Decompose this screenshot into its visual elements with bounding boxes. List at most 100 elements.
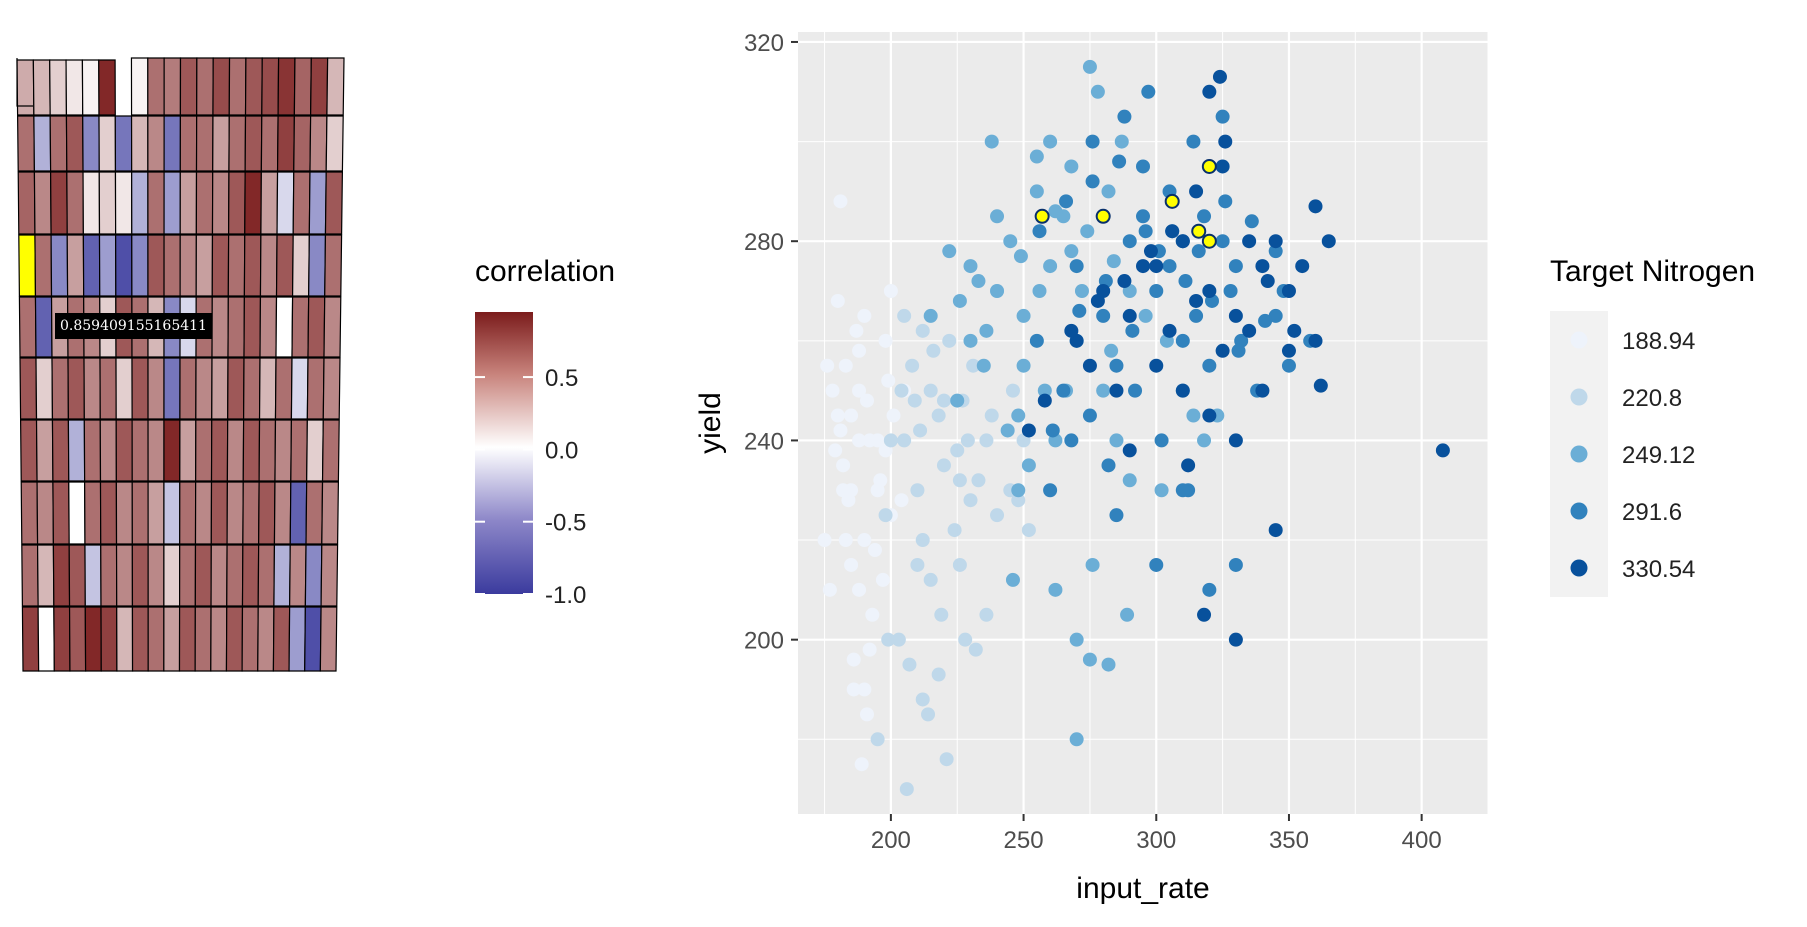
scatter-point[interactable]: [820, 358, 835, 373]
scatter-point[interactable]: [1112, 154, 1127, 169]
scatter-point[interactable]: [1228, 259, 1243, 274]
scatter-point[interactable]: [939, 752, 954, 767]
scatter-point[interactable]: [1149, 557, 1164, 572]
map-cell[interactable]: [324, 234, 343, 297]
scatter-point[interactable]: [1281, 284, 1296, 299]
scatter-point[interactable]: [1162, 259, 1177, 274]
scatter-point[interactable]: [1005, 572, 1020, 587]
scatter-point[interactable]: [931, 408, 946, 423]
scatter-point[interactable]: [1080, 224, 1095, 239]
scatter-point[interactable]: [1268, 523, 1283, 538]
scatter-point[interactable]: [936, 393, 951, 408]
scatter-point[interactable]: [860, 707, 874, 722]
scatter-point[interactable]: [1090, 84, 1105, 99]
scatter-point[interactable]: [836, 458, 851, 473]
scatter-point[interactable]: [971, 473, 986, 488]
scatter-point[interactable]: [1149, 358, 1164, 373]
scatter-point[interactable]: [844, 408, 859, 423]
scatter-point[interactable]: [1109, 433, 1124, 448]
scatter-point[interactable]: [1082, 59, 1097, 74]
highlighted-point[interactable]: [1095, 208, 1111, 224]
scatter-point[interactable]: [833, 194, 848, 209]
scatter-point[interactable]: [1011, 483, 1026, 498]
scatter-point[interactable]: [1149, 284, 1164, 299]
scatter-point[interactable]: [942, 244, 957, 259]
scatter-point[interactable]: [1064, 323, 1079, 338]
scatter-point[interactable]: [1197, 607, 1212, 622]
scatter-point[interactable]: [1281, 358, 1296, 373]
scatter-point[interactable]: [942, 333, 957, 348]
scatter-point[interactable]: [1128, 383, 1143, 398]
scatter-point[interactable]: [1011, 408, 1026, 423]
scatter-point[interactable]: [1197, 433, 1212, 448]
scatter-point[interactable]: [830, 408, 845, 423]
scatter-point[interactable]: [1202, 358, 1217, 373]
scatter-point[interactable]: [897, 308, 912, 323]
scatter-point[interactable]: [1138, 224, 1153, 239]
highlighted-point[interactable]: [1201, 158, 1217, 174]
scatter-point[interactable]: [1101, 458, 1116, 473]
scatter-point[interactable]: [1165, 224, 1180, 239]
scatter-point[interactable]: [1029, 184, 1044, 199]
scatter-point[interactable]: [1202, 284, 1217, 299]
scatter-point[interactable]: [1101, 657, 1116, 672]
scatter-point[interactable]: [1109, 508, 1124, 523]
scatter-point[interactable]: [926, 343, 941, 358]
scatter-point[interactable]: [1013, 249, 1028, 264]
scatter-point[interactable]: [852, 343, 867, 358]
scatter-point[interactable]: [883, 284, 898, 299]
scatter-point[interactable]: [1189, 293, 1204, 308]
scatter-point[interactable]: [1136, 209, 1150, 224]
scatter-point[interactable]: [870, 483, 885, 498]
scatter-point[interactable]: [934, 607, 949, 622]
scatter-point[interactable]: [1122, 308, 1137, 323]
scatter-point[interactable]: [852, 582, 867, 597]
scatter-point[interactable]: [936, 458, 951, 473]
scatter-point[interactable]: [1215, 234, 1230, 249]
map-cell[interactable]: [321, 419, 340, 482]
scatter-point[interactable]: [846, 682, 861, 697]
scatter-point[interactable]: [822, 582, 837, 597]
scatter-point[interactable]: [921, 707, 936, 722]
scatter-point[interactable]: [1181, 458, 1196, 473]
scatter-point[interactable]: [1268, 308, 1283, 323]
scatter-point[interactable]: [1003, 234, 1018, 249]
scatter-point[interactable]: [870, 732, 885, 747]
scatter-point[interactable]: [1175, 383, 1190, 398]
scatter-point[interactable]: [875, 572, 890, 587]
scatter-point[interactable]: [1117, 109, 1132, 124]
scatter-point[interactable]: [1136, 159, 1150, 174]
scatter-point[interactable]: [1143, 244, 1158, 259]
scatter-point[interactable]: [1096, 308, 1111, 323]
scatter-point[interactable]: [878, 508, 893, 523]
scatter-point[interactable]: [923, 383, 938, 398]
scatter-point[interactable]: [1037, 393, 1052, 408]
scatter-point[interactable]: [1122, 234, 1137, 249]
scatter-point[interactable]: [1101, 184, 1116, 199]
scatter-point[interactable]: [1295, 259, 1310, 274]
scatter-point[interactable]: [1162, 323, 1177, 338]
scatter-point[interactable]: [1005, 383, 1020, 398]
scatter-point[interactable]: [968, 642, 983, 657]
scatter-point[interactable]: [1096, 383, 1111, 398]
scatter-point[interactable]: [984, 134, 999, 149]
scatter-point[interactable]: [1218, 134, 1233, 149]
scatter-point[interactable]: [833, 423, 848, 438]
scatter-point[interactable]: [1175, 234, 1190, 249]
scatter-point[interactable]: [1032, 284, 1047, 299]
scatter-point[interactable]: [1202, 582, 1217, 597]
scatter-point[interactable]: [1122, 443, 1137, 458]
scatter-point[interactable]: [923, 572, 938, 587]
scatter-point[interactable]: [894, 383, 909, 398]
scatter-point[interactable]: [1043, 483, 1058, 498]
scatter-point[interactable]: [1082, 408, 1097, 423]
scatter-point[interactable]: [1202, 408, 1217, 423]
scatter-point[interactable]: [931, 667, 946, 682]
highlighted-point[interactable]: [1201, 233, 1217, 249]
scatter-point[interactable]: [897, 433, 912, 448]
scatter-point[interactable]: [1000, 423, 1015, 438]
scatter-point[interactable]: [865, 607, 880, 622]
scatter-point[interactable]: [947, 523, 962, 538]
scatter-point[interactable]: [1125, 323, 1140, 338]
scatter-point[interactable]: [1154, 483, 1169, 498]
